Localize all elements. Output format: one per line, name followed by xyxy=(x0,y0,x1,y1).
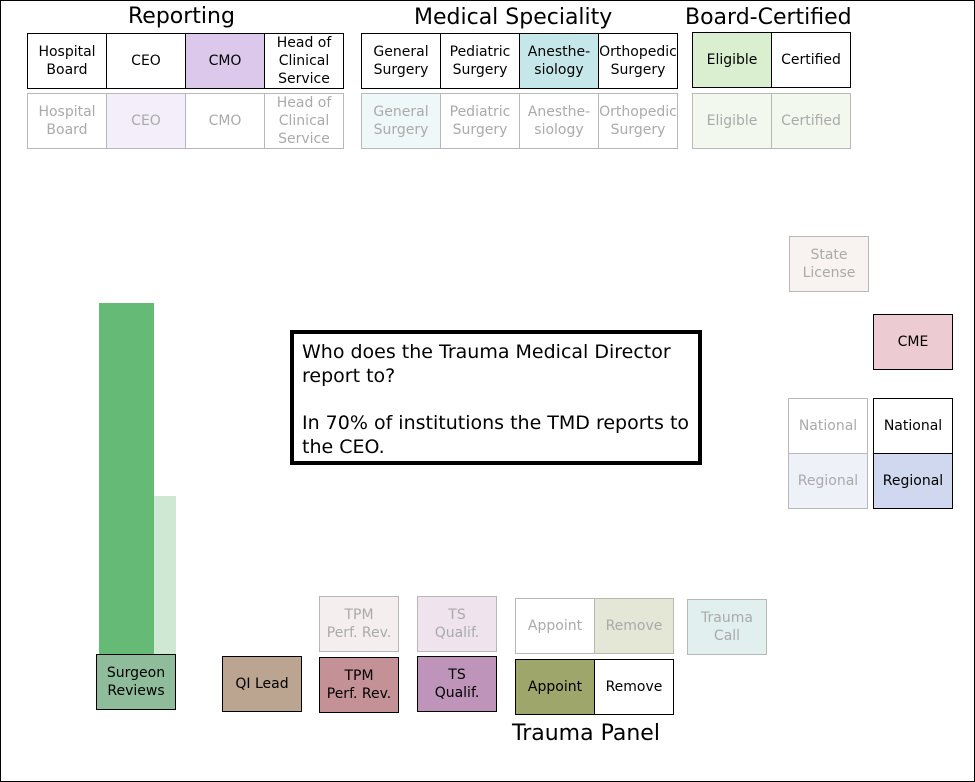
speciality-general-surgery-faded-box: General Surgery xyxy=(361,93,441,149)
tpm-perf-rev-faded-box: TPM Perf. Rev. xyxy=(319,596,399,652)
scope-national-faded-box: National xyxy=(788,398,868,454)
surgeon-reviews-box: Surgeon Reviews xyxy=(96,654,176,710)
callout-box: Who does the Trauma Medical Director rep… xyxy=(290,330,702,465)
speciality-pediatric-surgery-box: Pediatric Surgery xyxy=(440,33,520,89)
speciality-orthopedic-surgery-box: Orthopedic Surgery xyxy=(598,33,678,89)
appoint-box: Appoint xyxy=(515,659,595,715)
board-certified-box: Certified xyxy=(771,32,851,88)
medical-speciality-heading: Medical Speciality xyxy=(414,5,613,30)
qi-lead-box: QI Lead xyxy=(222,656,302,712)
callout-answer: In 70% of institutions the TMD reports t… xyxy=(302,412,690,459)
reporting-cmo-box: CMO xyxy=(185,33,265,89)
reporting-ceo-box: CEO xyxy=(106,33,186,89)
board-eligible-faded-box: Eligible xyxy=(692,93,772,149)
ts-qualif-box: TS Qualif. xyxy=(417,656,497,712)
speciality-pediatric-surgery-faded-box: Pediatric Surgery xyxy=(440,93,520,149)
scope-national-box: National xyxy=(873,398,953,454)
board-certified-faded-box: Certified xyxy=(771,93,851,149)
state-license-box: State License xyxy=(789,236,869,292)
trauma-call-box: Trauma Call xyxy=(687,599,767,655)
remove-faded-box: Remove xyxy=(594,598,674,654)
reporting-head-of-clinical-service-faded-box: Head of Clinical Service xyxy=(264,93,344,149)
reporting-hospital-board-faded-box: Hospital Board xyxy=(27,93,107,149)
reporting-heading: Reporting xyxy=(128,4,235,29)
reporting-head-of-clinical-service-box: Head of Clinical Service xyxy=(264,33,344,89)
speciality-general-surgery-box: General Surgery xyxy=(361,33,441,89)
callout-question: Who does the Trauma Medical Director rep… xyxy=(302,341,671,388)
reporting-cmo-faded-box: CMO xyxy=(185,93,265,149)
reporting-hospital-board-box: Hospital Board xyxy=(27,33,107,89)
board-eligible-box: Eligible xyxy=(692,32,772,88)
tpm-perf-rev-box: TPM Perf. Rev. xyxy=(319,657,399,713)
remove-box: Remove xyxy=(594,659,674,715)
speciality-anesthesiology-faded-box: Anesthe-siology xyxy=(519,93,599,149)
surgeon-reviews-primary-bar xyxy=(99,303,154,655)
board-certified-heading: Board-Certified xyxy=(685,5,852,30)
scope-regional-faded-box: Regional xyxy=(788,453,868,509)
cme-box: CME xyxy=(873,314,953,370)
appoint-faded-box: Appoint xyxy=(515,598,595,654)
speciality-orthopedic-surgery-faded-box: Orthopedic Surgery xyxy=(598,93,678,149)
reporting-ceo-faded-box: CEO xyxy=(106,93,186,149)
trauma-panel-heading: Trauma Panel xyxy=(512,721,660,746)
scope-regional-box: Regional xyxy=(873,453,953,509)
ts-qualif-faded-box: TS Qualif. xyxy=(417,596,497,652)
speciality-anesthesiology-box: Anesthe-siology xyxy=(519,33,599,89)
surgeon-reviews-secondary-bar xyxy=(154,496,176,655)
